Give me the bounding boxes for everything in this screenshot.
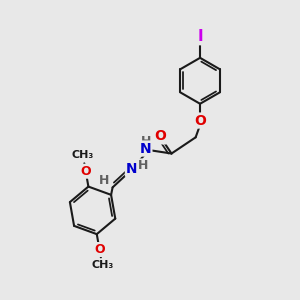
- Text: O: O: [194, 114, 206, 128]
- Text: O: O: [94, 243, 105, 256]
- Text: I: I: [197, 29, 203, 44]
- Text: O: O: [80, 165, 91, 178]
- Text: N: N: [140, 142, 152, 155]
- Text: H: H: [140, 135, 151, 148]
- Text: O: O: [154, 129, 166, 143]
- Text: CH₃: CH₃: [91, 260, 113, 271]
- Text: CH₃: CH₃: [72, 150, 94, 160]
- Text: H: H: [137, 159, 148, 172]
- Text: H: H: [99, 174, 109, 188]
- Text: N: N: [126, 162, 138, 176]
